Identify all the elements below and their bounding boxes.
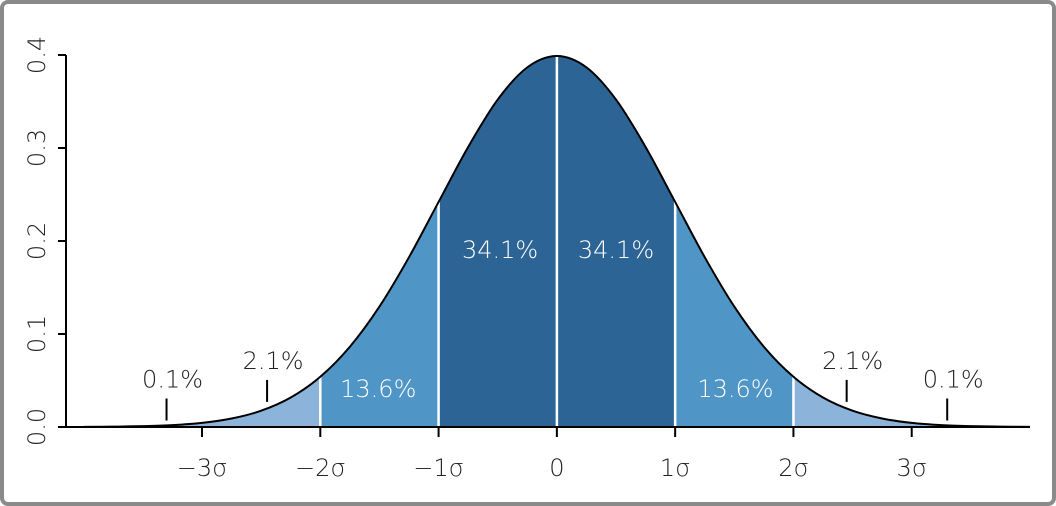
annotation: 13.6% [697,375,773,403]
annotation: 34.1% [462,236,538,264]
y-tick-label: 0.1 [23,315,51,353]
annotation: 2.1% [822,347,883,375]
x-tick-label: 3σ [896,454,926,482]
y-tick-label: 0.4 [23,36,51,74]
y-tick-label: 0.0 [23,408,51,446]
x-tick-label: −2σ [295,454,346,482]
annotation: 13.6% [340,375,416,403]
x-tick-label: 2σ [778,454,808,482]
annotation: 34.1% [578,236,654,264]
x-tick-label: 1σ [660,454,690,482]
x-tick-label: −1σ [413,454,464,482]
y-tick-label: 0.3 [23,129,51,167]
annotation: 0.1% [142,366,203,394]
x-tick-label: 0 [549,454,564,482]
annotation: 0.1% [923,366,984,394]
x-tick-label: −3σ [177,454,228,482]
curve [83,55,1031,428]
y-tick-label: 0.2 [23,222,51,260]
annotation: 2.1% [243,347,304,375]
